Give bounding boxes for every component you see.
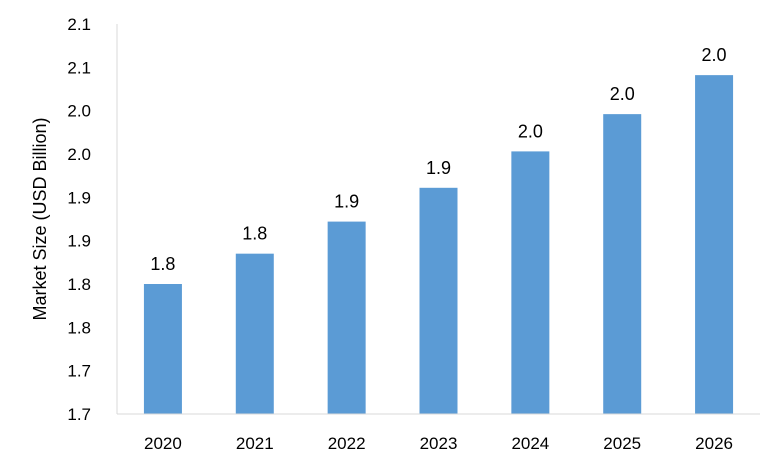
- x-tick-label: 2025: [603, 434, 641, 453]
- x-tick-label: 2022: [328, 434, 366, 453]
- bar-2022: [327, 221, 366, 414]
- y-tick-label: 2.1: [67, 15, 91, 34]
- bar-2024: [511, 151, 550, 414]
- data-label-2020: 1.8: [150, 254, 175, 274]
- bar-2026: [695, 75, 734, 414]
- y-axis-title: Market Size (USD Billion): [30, 117, 50, 320]
- x-tick-label: 2024: [511, 434, 549, 453]
- data-label-2025: 2.0: [610, 84, 635, 104]
- y-tick-label: 1.7: [67, 405, 91, 424]
- data-label-2026: 2.0: [702, 45, 727, 65]
- data-labels: 1.8 1.8 1.9 1.9 2.0 2.0 2.0: [150, 45, 726, 274]
- x-tick-label: 2021: [236, 434, 274, 453]
- y-tick-label: 1.8: [67, 275, 91, 294]
- bar-2021: [235, 253, 274, 414]
- y-axis-ticks: 1.7 1.7 1.8 1.8 1.9 1.9 2.0 2.0 2.1 2.1: [67, 15, 91, 424]
- y-tick-label: 2.0: [67, 145, 91, 164]
- y-tick-label: 1.9: [67, 232, 91, 251]
- y-tick-label: 2.1: [67, 58, 91, 77]
- data-label-2023: 1.9: [426, 158, 451, 178]
- y-tick-label: 1.9: [67, 188, 91, 207]
- x-tick-label: 2023: [420, 434, 458, 453]
- x-axis-ticks: 2020 2021 2022 2023 2024 2025 2026: [144, 434, 733, 453]
- bars: [143, 75, 734, 414]
- x-tick-label: 2026: [695, 434, 733, 453]
- y-tick-label: 1.8: [67, 318, 91, 337]
- data-label-2022: 1.9: [334, 192, 359, 212]
- data-label-2021: 1.8: [242, 224, 267, 244]
- y-tick-label: 1.7: [67, 362, 91, 381]
- bar-2020: [143, 284, 182, 414]
- bar-2023: [419, 187, 458, 414]
- x-tick-label: 2020: [144, 434, 182, 453]
- data-label-2024: 2.0: [518, 121, 543, 141]
- y-tick-label: 2.0: [67, 102, 91, 121]
- bar-2025: [603, 114, 642, 414]
